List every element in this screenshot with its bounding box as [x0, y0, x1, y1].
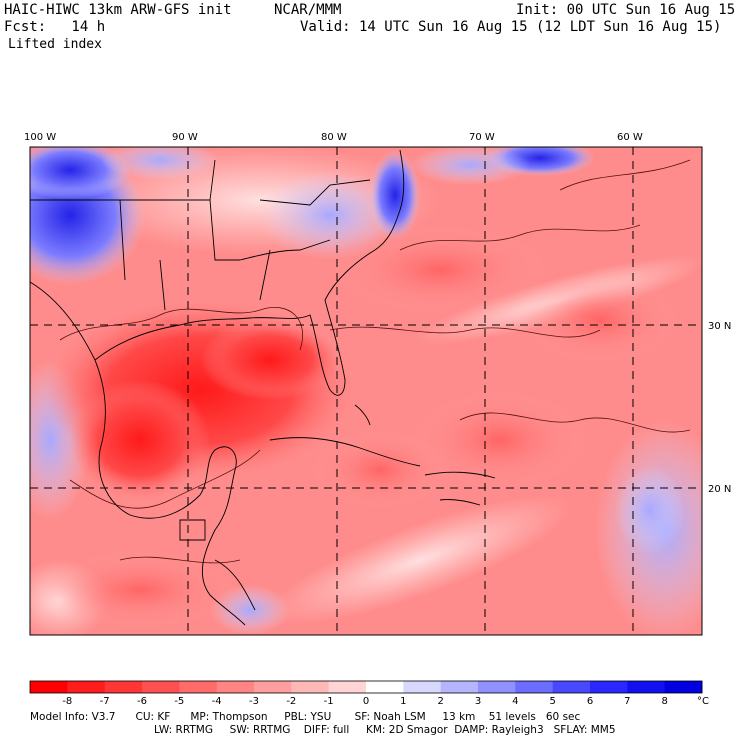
colorbar-tick-label: -6 — [137, 696, 147, 707]
colorbar-swatch — [216, 681, 255, 693]
colorbar-swatch — [440, 681, 479, 693]
field-shading — [30, 147, 702, 635]
colorbar-swatch — [403, 681, 442, 693]
colorbar-swatch — [478, 681, 516, 693]
model-info-line2: LW: RRTMG SW: RRTMG DIFF: full KM: 2D Sm… — [154, 724, 616, 736]
colorbar-tick-label: -1 — [324, 696, 334, 707]
colorbar-swatch — [590, 681, 628, 693]
colorbar-swatch — [366, 681, 404, 693]
colorbar-swatch — [67, 681, 106, 693]
colorbar-swatch — [291, 681, 330, 693]
colorbar-tick-label: 6 — [587, 696, 593, 707]
lon-label-60w: 60 W — [617, 132, 643, 143]
colorbar-tick-label: 8 — [661, 696, 667, 707]
map-frame — [29, 146, 703, 636]
forecast-hour: Fcst: 14 h — [4, 19, 106, 35]
init-time: Init: 00 UTC Sun 16 Aug 15 — [516, 2, 736, 18]
colorbar-tick-label: 7 — [624, 696, 630, 707]
colorbar-swatch — [664, 681, 703, 693]
colorbar-swatch — [627, 681, 666, 693]
colorbar-tick-label: 3 — [475, 696, 481, 707]
colorbar: -8 -7 -6 -5 -4 -3 -2 -1 0 1 2 3 4 5 6 7 8 — [29, 680, 703, 707]
colorbar-swatch — [104, 681, 143, 693]
field-name: Lifted index — [8, 37, 102, 52]
lon-label-70w: 70 W — [469, 132, 495, 143]
colorbar-tick-label: -8 — [62, 696, 72, 707]
model-info-line1: Model Info: V3.7 CU: KF MP: Thompson PBL… — [30, 711, 581, 723]
colorbar-tick-label: -7 — [100, 696, 110, 707]
colorbar-frame — [29, 680, 703, 694]
lat-lon-grid — [30, 147, 702, 635]
colorbar-tick-label: 1 — [400, 696, 406, 707]
coastlines — [30, 149, 496, 626]
colorbar-swatch — [552, 681, 591, 693]
lat-label-30n: 30 N — [708, 321, 731, 332]
colorbar-tick-label: -4 — [212, 696, 222, 707]
colorbar-tick-label: -2 — [286, 696, 296, 707]
organization-label: NCAR/MMM — [274, 2, 342, 18]
valid-time: Valid: 14 UTC Sun 16 Aug 15 (12 LDT Sun … — [300, 19, 722, 35]
colorbar-tick-label: -5 — [174, 696, 184, 707]
lon-label-90w: 90 W — [172, 132, 198, 143]
lon-label-100w: 100 W — [24, 132, 56, 143]
lon-label-80w: 80 W — [321, 132, 347, 143]
model-title: HAIC-HIWC 13km ARW-GFS init — [4, 2, 232, 18]
colorbar-tick-label: 2 — [437, 696, 443, 707]
lat-label-20n: 20 N — [708, 484, 731, 495]
colorbar-tick-label: 4 — [512, 696, 518, 707]
colorbar-swatch — [179, 681, 218, 693]
colorbar-swatch — [254, 681, 292, 693]
colorbar-unit: °C — [697, 696, 709, 707]
colorbar-tick-label: -3 — [249, 696, 259, 707]
colorbar-swatch — [30, 681, 68, 693]
colorbar-tick-label: 0 — [363, 696, 369, 707]
colorbar-swatch — [328, 681, 367, 693]
colorbar-swatch — [142, 681, 180, 693]
colorbar-swatch — [515, 681, 554, 693]
colorbar-tick-label: 5 — [549, 696, 555, 707]
contour-lines — [59, 159, 691, 564]
